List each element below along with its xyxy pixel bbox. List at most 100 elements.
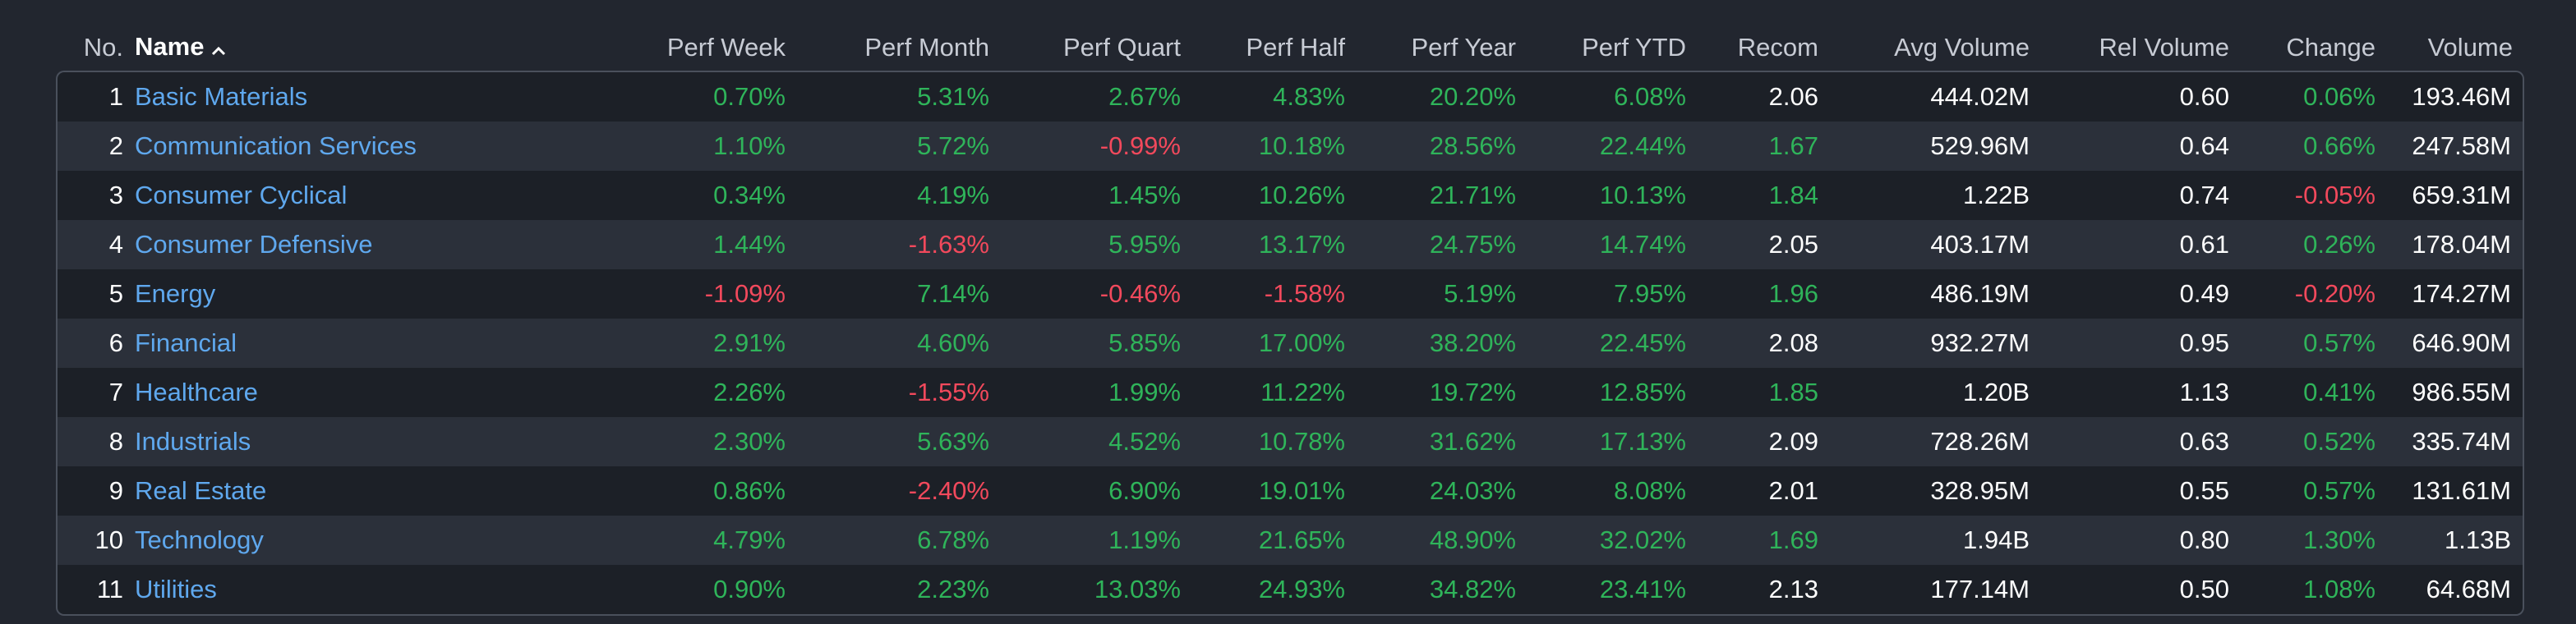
cell-change: 0.57% — [2241, 466, 2387, 516]
cell-rel-volume: 0.74 — [2041, 171, 2241, 220]
table-row[interactable]: 5 Energy -1.09% 7.14% -0.46% -1.58% 5.19% 7.95%… — [56, 269, 2524, 319]
sector-link[interactable]: Technology — [135, 525, 264, 554]
cell-perf-week: 2.91% — [551, 319, 797, 368]
cell-perf-half: 24.93% — [1192, 565, 1357, 616]
sector-link[interactable]: Consumer Cyclical — [135, 181, 348, 209]
table-row[interactable]: 9 Real Estate 0.86% -2.40% 6.90% 19.01% 24.03%… — [56, 466, 2524, 516]
cell-name: Industrials — [123, 417, 551, 466]
cell-volume: 986.55M — [2387, 368, 2524, 417]
cell-perf-quart: 6.90% — [1001, 466, 1192, 516]
cell-volume: 174.27M — [2387, 269, 2524, 319]
table-row[interactable]: 10 Technology 4.79% 6.78% 1.19% 21.65% 48.90% 3… — [56, 516, 2524, 565]
header-change[interactable]: Change — [2286, 33, 2376, 62]
sector-link[interactable]: Financial — [135, 328, 237, 357]
cell-perf-ytd: 6.08% — [1528, 71, 1698, 122]
cell-perf-year: 34.82% — [1357, 565, 1528, 616]
cell-perf-quart: 5.85% — [1001, 319, 1192, 368]
cell-name: Technology — [123, 516, 551, 565]
cell-recom: 2.08 — [1698, 319, 1830, 368]
cell-perf-ytd: 12.85% — [1528, 368, 1698, 417]
cell-perf-ytd: 23.41% — [1528, 565, 1698, 616]
cell-perf-ytd: 14.74% — [1528, 220, 1698, 269]
header-avg-volume[interactable]: Avg Volume — [1894, 33, 2030, 62]
cell-perf-half: -1.58% — [1192, 269, 1357, 319]
cell-avg-volume: 444.02M — [1830, 71, 2041, 122]
cell-perf-half: 10.78% — [1192, 417, 1357, 466]
header-perf-ytd[interactable]: Perf YTD — [1582, 33, 1686, 62]
sector-link[interactable]: Utilities — [135, 575, 217, 603]
cell-perf-week: 1.44% — [551, 220, 797, 269]
sector-link[interactable]: Industrials — [135, 427, 251, 456]
header-perf-year[interactable]: Perf Year — [1411, 33, 1516, 62]
cell-avg-volume: 1.20B — [1830, 368, 2041, 417]
cell-name: Energy — [123, 269, 551, 319]
cell-perf-half: 17.00% — [1192, 319, 1357, 368]
cell-change: 0.26% — [2241, 220, 2387, 269]
cell-name: Communication Services — [123, 122, 551, 171]
cell-perf-year: 24.03% — [1357, 466, 1528, 516]
cell-change: 1.08% — [2241, 565, 2387, 616]
table-row[interactable]: 11 Utilities 0.90% 2.23% 13.03% 24.93% 34.82% 2… — [56, 565, 2524, 616]
cell-recom: 1.85 — [1698, 368, 1830, 417]
cell-perf-year: 5.19% — [1357, 269, 1528, 319]
cell-avg-volume: 1.94B — [1830, 516, 2041, 565]
cell-perf-year: 24.75% — [1357, 220, 1528, 269]
sector-link[interactable]: Real Estate — [135, 476, 267, 505]
cell-no: 10 — [56, 516, 123, 565]
cell-change: 0.66% — [2241, 122, 2387, 171]
cell-no: 5 — [56, 269, 123, 319]
cell-avg-volume: 177.14M — [1830, 565, 2041, 616]
sector-link[interactable]: Basic Materials — [135, 82, 308, 111]
cell-perf-month: 5.72% — [797, 122, 1001, 171]
cell-recom: 2.01 — [1698, 466, 1830, 516]
sector-link[interactable]: Communication Services — [135, 131, 417, 160]
table-row[interactable]: 6 Financial 2.91% 4.60% 5.85% 17.00% 38.20% 22.… — [56, 319, 2524, 368]
cell-rel-volume: 0.60 — [2041, 71, 2241, 122]
header-volume[interactable]: Volume — [2427, 33, 2513, 62]
header-perf-half[interactable]: Perf Half — [1246, 33, 1345, 62]
chevron-up-icon — [210, 34, 227, 63]
header-rel-volume[interactable]: Rel Volume — [2099, 33, 2229, 62]
cell-recom: 2.05 — [1698, 220, 1830, 269]
cell-perf-ytd: 10.13% — [1528, 171, 1698, 220]
table-body: 1 Basic Materials 0.70% 5.31% 2.67% 4.83% 20.2… — [56, 71, 2524, 616]
table-row[interactable]: 1 Basic Materials 0.70% 5.31% 2.67% 4.83% 20.2… — [56, 71, 2524, 122]
cell-no: 7 — [56, 368, 123, 417]
cell-perf-quart: -0.46% — [1001, 269, 1192, 319]
table-row[interactable]: 7 Healthcare 2.26% -1.55% 1.99% 11.22% 19.72% 1… — [56, 368, 2524, 417]
header-perf-week[interactable]: Perf Week — [666, 33, 786, 62]
cell-volume: 335.74M — [2387, 417, 2524, 466]
header-name-label: Name — [135, 32, 205, 62]
cell-volume: 131.61M — [2387, 466, 2524, 516]
cell-perf-week: 2.26% — [551, 368, 797, 417]
cell-avg-volume: 932.27M — [1830, 319, 2041, 368]
cell-perf-ytd: 17.13% — [1528, 417, 1698, 466]
sector-link[interactable]: Energy — [135, 279, 216, 308]
sector-link[interactable]: Healthcare — [135, 378, 258, 406]
cell-no: 8 — [56, 417, 123, 466]
cell-avg-volume: 728.26M — [1830, 417, 2041, 466]
header-perf-quart[interactable]: Perf Quart — [1063, 33, 1181, 62]
cell-no: 2 — [56, 122, 123, 171]
header-perf-month[interactable]: Perf Month — [864, 33, 989, 62]
header-recom[interactable]: Recom — [1737, 33, 1818, 62]
header-name[interactable]: Name — [123, 25, 551, 71]
header-no[interactable]: No. — [83, 33, 123, 62]
cell-perf-month: -2.40% — [797, 466, 1001, 516]
cell-rel-volume: 0.80 — [2041, 516, 2241, 565]
table-row[interactable]: 3 Consumer Cyclical 0.34% 4.19% 1.45% 10.26% 2… — [56, 171, 2524, 220]
cell-perf-month: 5.31% — [797, 71, 1001, 122]
table-row[interactable]: 4 Consumer Defensive 1.44% -1.63% 5.95% 13.17… — [56, 220, 2524, 269]
cell-perf-month: 2.23% — [797, 565, 1001, 616]
cell-perf-month: 4.60% — [797, 319, 1001, 368]
cell-name: Financial — [123, 319, 551, 368]
sector-link[interactable]: Consumer Defensive — [135, 230, 373, 259]
cell-perf-week: 4.79% — [551, 516, 797, 565]
table-row[interactable]: 8 Industrials 2.30% 5.63% 4.52% 10.78% 31.62% 1… — [56, 417, 2524, 466]
cell-perf-week: 0.70% — [551, 71, 797, 122]
cell-perf-week: -1.09% — [551, 269, 797, 319]
table-row[interactable]: 2 Communication Services 1.10% 5.72% -0.99% 1… — [56, 122, 2524, 171]
cell-change: 1.30% — [2241, 516, 2387, 565]
cell-recom: 1.84 — [1698, 171, 1830, 220]
